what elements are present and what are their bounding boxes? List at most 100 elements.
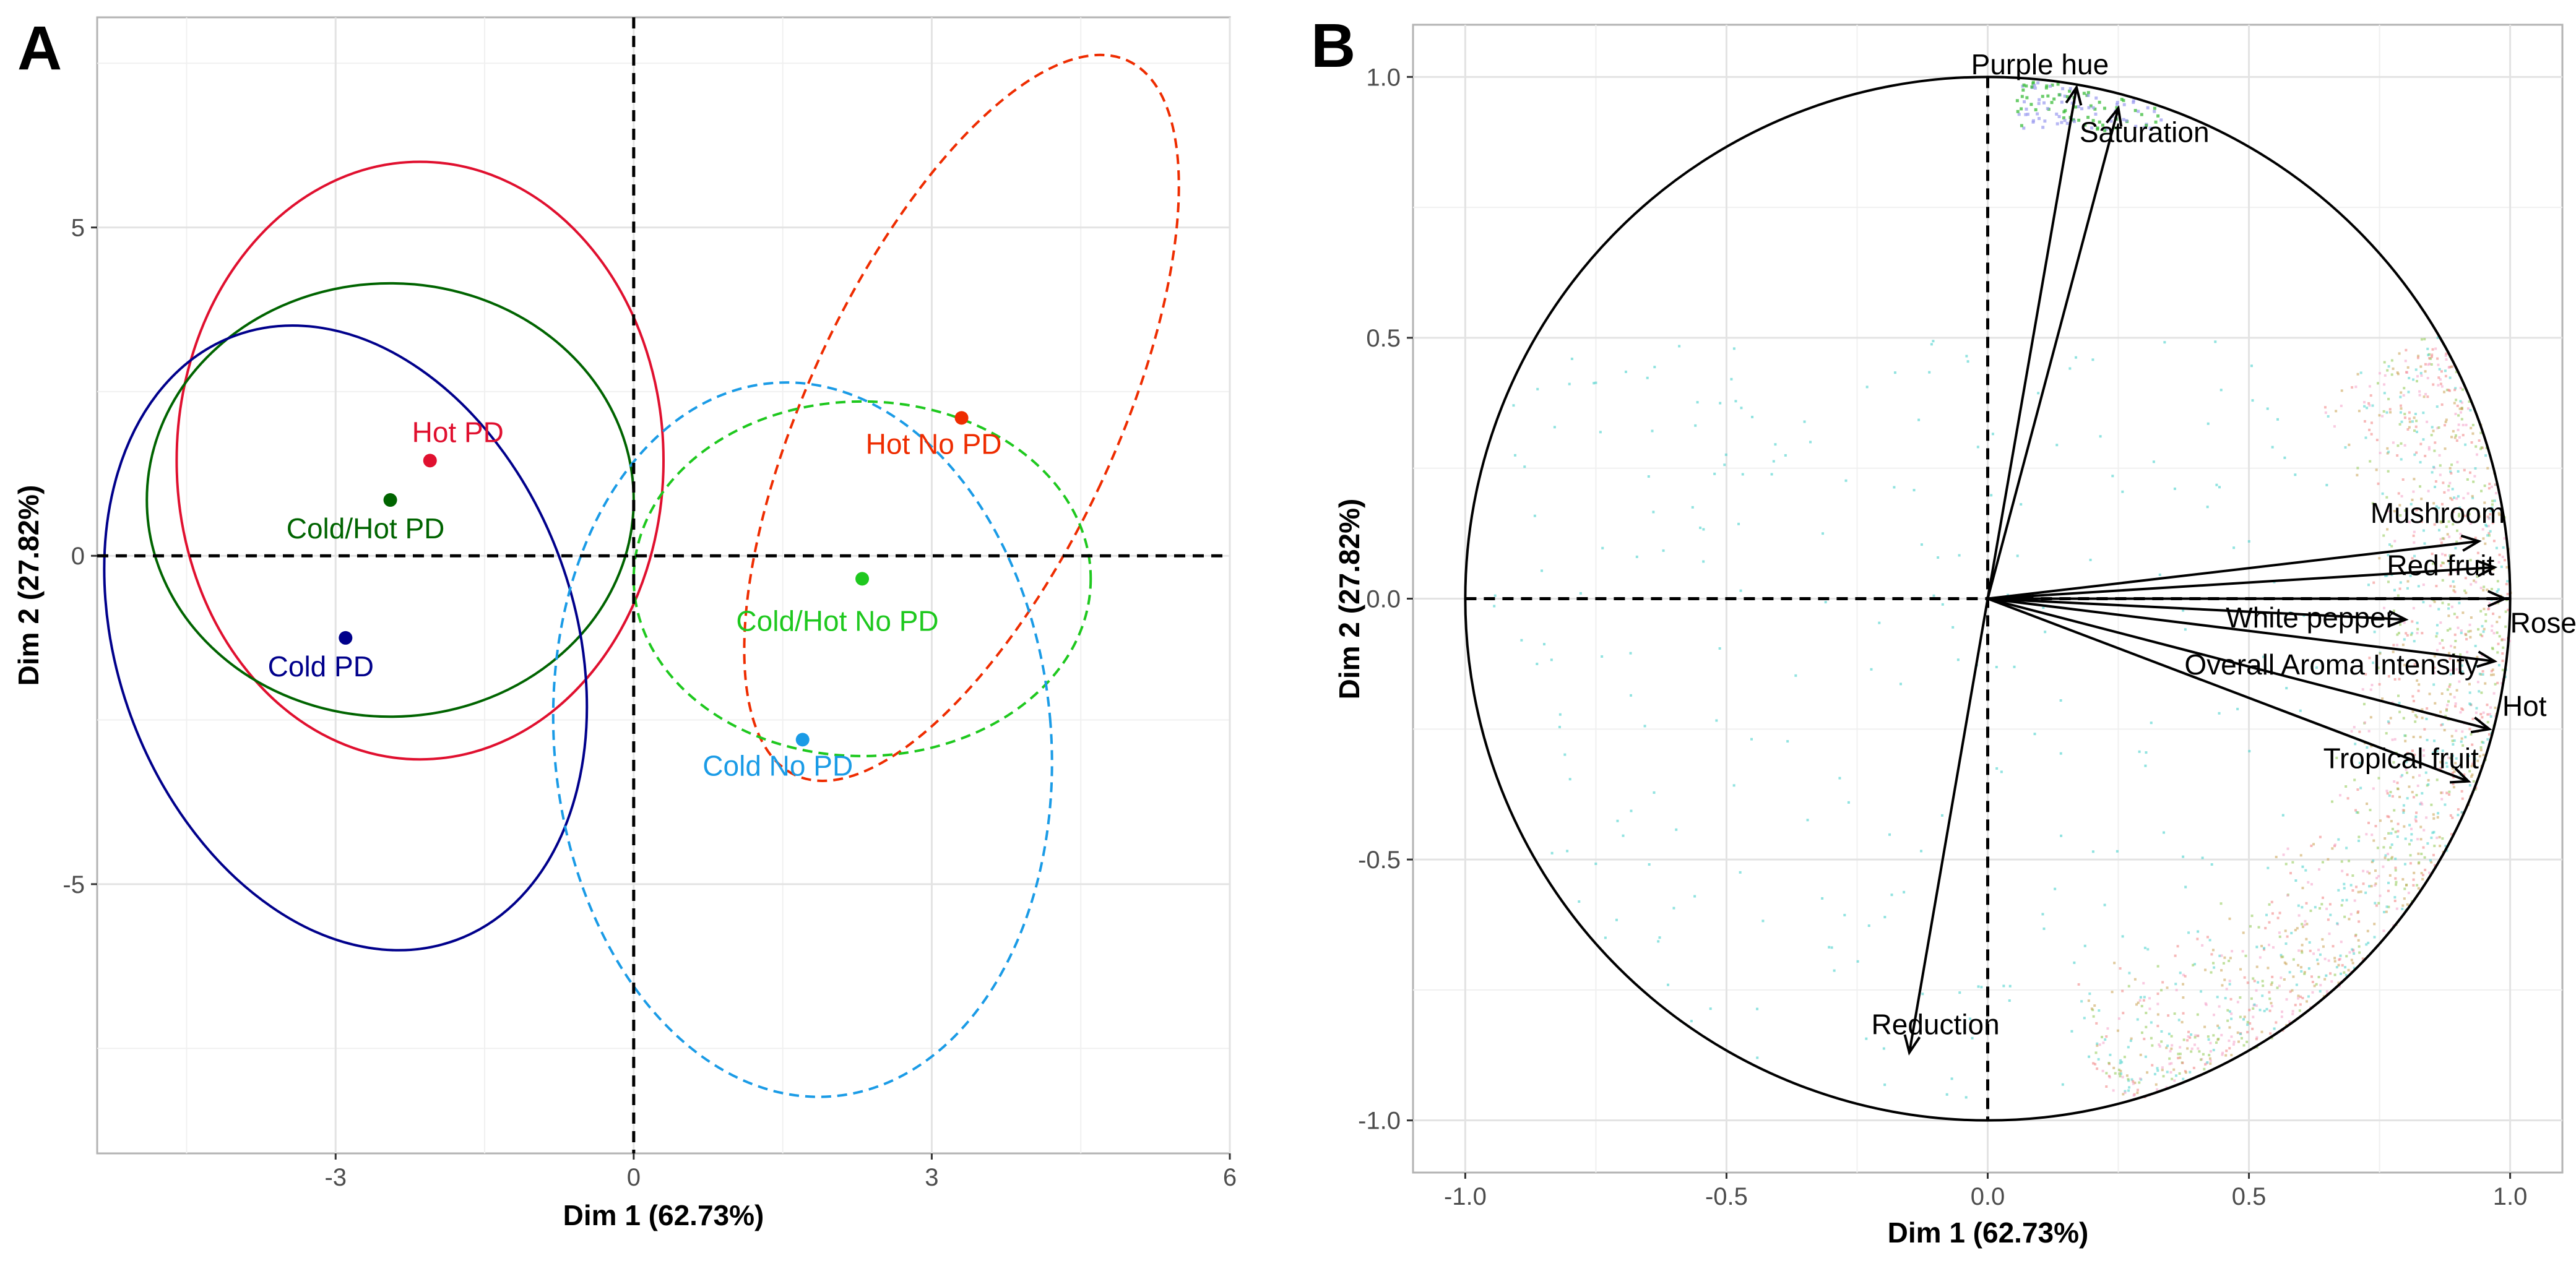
background-point — [2260, 1030, 2263, 1033]
background-point — [2439, 378, 2442, 381]
background-point — [2478, 690, 2481, 693]
background-point — [2209, 1062, 2212, 1066]
background-point — [2401, 478, 2405, 481]
background-point — [2255, 945, 2258, 949]
background-point — [2136, 1018, 2139, 1021]
background-point — [2174, 983, 2177, 986]
background-point — [1699, 526, 1702, 529]
background-point — [2390, 820, 2393, 823]
background-point — [2507, 608, 2510, 611]
background-point — [2413, 541, 2416, 544]
background-point — [2301, 923, 2304, 926]
background-point — [1652, 510, 1655, 514]
background-point — [2151, 1064, 2154, 1067]
background-point — [2479, 633, 2482, 636]
background-point — [2184, 885, 2187, 889]
background-point — [2369, 809, 2372, 812]
background-point — [2160, 1030, 2163, 1033]
background-point — [2408, 411, 2411, 414]
background-point — [2377, 902, 2380, 905]
background-point — [2389, 846, 2392, 849]
background-point — [2194, 1034, 2197, 1037]
background-point — [2384, 837, 2387, 840]
background-point — [2384, 854, 2387, 857]
background-point — [2436, 357, 2439, 360]
background-point — [2400, 391, 2403, 394]
background-point — [2366, 407, 2369, 410]
background-point — [2483, 627, 2486, 631]
background-point — [2182, 609, 2185, 612]
background-point — [2433, 739, 2436, 743]
background-point — [1724, 453, 1727, 456]
background-point — [2309, 909, 2312, 912]
background-point — [2073, 105, 2077, 109]
background-point — [2162, 1075, 2165, 1078]
background-point — [2052, 97, 2056, 101]
background-point — [2278, 984, 2281, 988]
background-point — [2016, 110, 2020, 113]
background-point — [2496, 590, 2499, 593]
background-point — [2439, 845, 2442, 848]
background-point — [2087, 999, 2090, 1002]
background-point — [2225, 988, 2228, 991]
background-point — [2448, 467, 2452, 470]
background-point — [2492, 540, 2496, 543]
background-point — [2412, 490, 2415, 493]
background-point — [1958, 991, 1961, 994]
background-point — [2316, 958, 2319, 962]
background-point — [2184, 975, 2187, 978]
background-point — [2345, 973, 2348, 976]
background-point — [1715, 719, 1718, 722]
background-point — [2482, 569, 2485, 572]
background-point — [2470, 775, 2473, 778]
background-point — [2452, 775, 2455, 778]
background-point — [2482, 711, 2485, 714]
background-point — [2479, 746, 2483, 749]
background-point — [2145, 751, 2148, 754]
background-point — [2211, 949, 2215, 952]
y-tick-label: -0.5 — [1358, 846, 1401, 874]
background-point — [2189, 1036, 2192, 1039]
background-point — [2458, 601, 2461, 605]
background-point — [1958, 554, 1961, 557]
background-point — [2423, 395, 2426, 398]
background-point — [2246, 1023, 2249, 1027]
background-point — [2228, 1010, 2231, 1013]
background-point — [1643, 725, 1646, 728]
background-point — [2466, 492, 2470, 495]
background-point — [2070, 101, 2074, 105]
background-point — [2399, 411, 2402, 414]
background-point — [2482, 537, 2485, 540]
background-point — [2444, 424, 2447, 427]
background-point — [2473, 475, 2476, 478]
background-point — [2348, 443, 2351, 446]
background-point — [2414, 820, 2418, 823]
background-point — [1899, 683, 1902, 686]
background-point — [1696, 401, 1699, 404]
background-point — [2392, 650, 2395, 653]
background-point — [2197, 1047, 2200, 1050]
background-point — [2411, 632, 2414, 635]
background-point — [2444, 554, 2447, 557]
background-point — [2212, 1034, 2215, 1037]
background-point — [2319, 984, 2322, 987]
background-point — [2111, 475, 2114, 478]
background-point — [2251, 1027, 2254, 1030]
background-point — [2437, 528, 2440, 532]
background-point — [2209, 1050, 2212, 1053]
background-point — [2407, 390, 2410, 394]
background-point — [2255, 1046, 2258, 1049]
background-point — [2030, 85, 2034, 89]
background-point — [2483, 585, 2486, 588]
background-point — [2392, 761, 2395, 764]
background-point — [2092, 1062, 2095, 1065]
background-point — [2123, 1056, 2126, 1059]
background-point — [2429, 859, 2432, 862]
background-point — [2486, 738, 2489, 741]
background-point — [2422, 601, 2425, 604]
background-point — [2437, 506, 2440, 509]
background-point — [2352, 950, 2355, 953]
variable-vector — [1987, 540, 2479, 600]
background-point — [2121, 1075, 2124, 1079]
background-point — [2223, 978, 2226, 981]
